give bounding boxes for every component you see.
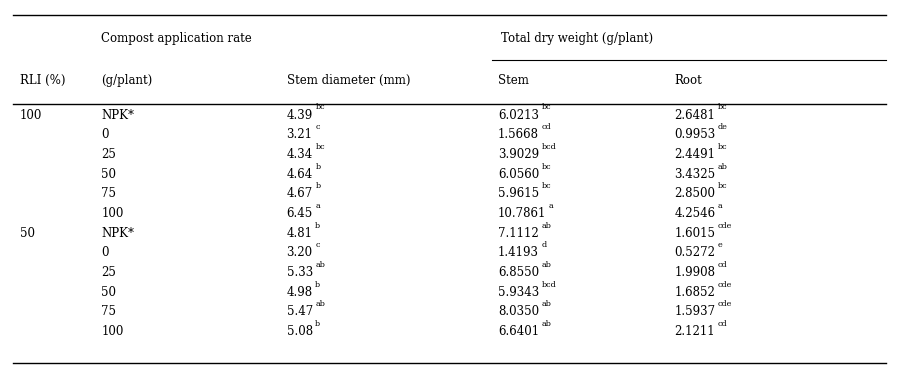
Text: 4.34: 4.34 [287,148,313,161]
Text: 100: 100 [20,109,42,122]
Text: 1.6852: 1.6852 [674,286,715,299]
Text: 4.98: 4.98 [287,286,313,299]
Text: cd: cd [717,320,727,328]
Text: bc: bc [717,103,727,112]
Text: NPK*: NPK* [102,227,135,240]
Text: 2.8500: 2.8500 [674,187,716,200]
Text: 4.81: 4.81 [287,227,313,240]
Text: 5.9343: 5.9343 [498,286,539,299]
Text: b: b [316,320,320,328]
Text: Stem: Stem [498,74,529,87]
Text: 75: 75 [102,187,117,200]
Text: e: e [717,241,723,249]
Text: bc: bc [542,163,551,170]
Text: 100: 100 [102,207,124,220]
Text: 10.7861: 10.7861 [498,207,547,220]
Text: 100: 100 [102,325,124,338]
Text: ab: ab [316,300,325,308]
Text: bc: bc [717,143,727,151]
Text: 0: 0 [102,128,109,141]
Text: 3.9029: 3.9029 [498,148,539,161]
Text: 6.0213: 6.0213 [498,109,539,122]
Text: Stem diameter (mm): Stem diameter (mm) [287,74,410,87]
Text: c: c [316,241,320,249]
Text: Compost application rate: Compost application rate [102,32,253,45]
Text: 50: 50 [102,168,117,181]
Text: 4.39: 4.39 [287,109,313,122]
Text: ab: ab [542,300,552,308]
Text: 75: 75 [102,305,117,318]
Text: bcd: bcd [542,280,556,289]
Text: 4.2546: 4.2546 [674,207,716,220]
Text: 2.6481: 2.6481 [674,109,715,122]
Text: ab: ab [541,222,551,230]
Text: 50: 50 [102,286,117,299]
Text: de: de [718,123,728,131]
Text: b: b [316,182,321,190]
Text: 6.6401: 6.6401 [498,325,539,338]
Text: 3.20: 3.20 [287,246,313,259]
Text: 3.21: 3.21 [287,128,313,141]
Text: 8.0350: 8.0350 [498,305,539,318]
Text: 25: 25 [102,266,116,279]
Text: bc: bc [316,143,325,151]
Text: 2.1211: 2.1211 [674,325,715,338]
Text: cd: cd [717,261,727,269]
Text: (g/plant): (g/plant) [102,74,153,87]
Text: bc: bc [541,103,551,112]
Text: bc: bc [316,103,325,112]
Text: d: d [541,241,547,249]
Text: a: a [718,202,723,210]
Text: b: b [316,280,320,289]
Text: a: a [316,202,320,210]
Text: a: a [549,202,554,210]
Text: 4.67: 4.67 [287,187,313,200]
Text: 2.4491: 2.4491 [674,148,716,161]
Text: ab: ab [542,261,552,269]
Text: Root: Root [674,74,702,87]
Text: cde: cde [718,300,733,308]
Text: b: b [316,222,320,230]
Text: 5.33: 5.33 [287,266,313,279]
Text: 6.0560: 6.0560 [498,168,539,181]
Text: cde: cde [717,280,732,289]
Text: 5.08: 5.08 [287,325,313,338]
Text: b: b [316,163,321,170]
Text: ab: ab [542,320,552,328]
Text: RLI (%): RLI (%) [20,74,65,87]
Text: 1.5668: 1.5668 [498,128,539,141]
Text: 1.5937: 1.5937 [674,305,716,318]
Text: 1.9908: 1.9908 [674,266,716,279]
Text: Total dry weight (g/plant): Total dry weight (g/plant) [501,32,654,45]
Text: 50: 50 [20,227,34,240]
Text: ab: ab [718,163,728,170]
Text: 0.5272: 0.5272 [674,246,716,259]
Text: 7.1112: 7.1112 [498,227,539,240]
Text: bc: bc [717,182,727,190]
Text: 1.6015: 1.6015 [674,227,716,240]
Text: cde: cde [717,222,732,230]
Text: 6.8550: 6.8550 [498,266,539,279]
Text: 0: 0 [102,246,109,259]
Text: c: c [316,123,320,131]
Text: 5.9615: 5.9615 [498,187,539,200]
Text: 6.45: 6.45 [287,207,313,220]
Text: cd: cd [541,123,551,131]
Text: 5.47: 5.47 [287,305,313,318]
Text: ab: ab [316,261,325,269]
Text: 25: 25 [102,148,116,161]
Text: 0.9953: 0.9953 [674,128,716,141]
Text: bcd: bcd [542,143,556,151]
Text: 3.4325: 3.4325 [674,168,716,181]
Text: 1.4193: 1.4193 [498,246,539,259]
Text: NPK*: NPK* [102,109,135,122]
Text: 4.64: 4.64 [287,168,313,181]
Text: bc: bc [542,182,551,190]
